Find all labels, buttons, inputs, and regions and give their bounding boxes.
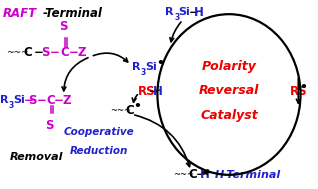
Text: −: − bbox=[54, 94, 64, 107]
Text: Z: Z bbox=[62, 94, 71, 107]
Text: S: S bbox=[29, 94, 37, 107]
Text: H-Terminal: H-Terminal bbox=[215, 170, 281, 180]
Text: RS: RS bbox=[289, 85, 307, 98]
Text: R: R bbox=[165, 7, 174, 17]
Text: RAFT: RAFT bbox=[3, 7, 37, 20]
Text: Polarity: Polarity bbox=[202, 60, 256, 73]
Text: −: − bbox=[37, 94, 46, 107]
Text: ~~~: ~~~ bbox=[110, 106, 131, 115]
Text: 3: 3 bbox=[9, 101, 14, 110]
Text: H: H bbox=[200, 168, 210, 181]
Text: S: S bbox=[59, 20, 68, 33]
Text: C: C bbox=[60, 46, 69, 59]
Text: C: C bbox=[126, 104, 135, 117]
Text: Si: Si bbox=[145, 62, 157, 72]
Text: •: • bbox=[133, 100, 141, 113]
Text: H: H bbox=[194, 6, 204, 19]
Text: Z: Z bbox=[78, 46, 86, 59]
Text: RS: RS bbox=[138, 85, 156, 98]
Text: C: C bbox=[46, 94, 55, 107]
Text: S: S bbox=[45, 119, 53, 132]
Text: R: R bbox=[132, 62, 141, 72]
Text: −: − bbox=[24, 94, 34, 107]
Text: Reversal: Reversal bbox=[199, 84, 259, 97]
Text: −: − bbox=[68, 46, 78, 59]
Text: 3: 3 bbox=[141, 68, 146, 77]
Text: -Terminal: -Terminal bbox=[43, 7, 103, 20]
Text: C: C bbox=[24, 46, 33, 59]
Text: •: • bbox=[156, 57, 164, 70]
Text: Reduction: Reduction bbox=[69, 146, 128, 156]
Text: R: R bbox=[0, 95, 9, 105]
Text: •: • bbox=[299, 81, 307, 94]
Text: −: − bbox=[189, 6, 199, 19]
Text: H: H bbox=[153, 85, 163, 98]
Text: Cooperative: Cooperative bbox=[63, 127, 134, 137]
Text: ~~~: ~~~ bbox=[6, 48, 29, 57]
Text: ~~~: ~~~ bbox=[173, 170, 194, 179]
Text: Catalyst: Catalyst bbox=[200, 109, 258, 122]
Text: −: − bbox=[49, 46, 59, 59]
Text: Si: Si bbox=[179, 7, 190, 17]
Text: S: S bbox=[41, 46, 50, 59]
Text: −: − bbox=[196, 168, 206, 181]
Text: 3: 3 bbox=[174, 13, 180, 22]
Text: Removal: Removal bbox=[10, 152, 63, 162]
Text: C: C bbox=[188, 168, 197, 181]
Text: −: − bbox=[149, 85, 159, 98]
Text: Si: Si bbox=[13, 95, 25, 105]
Text: −: − bbox=[33, 46, 43, 59]
